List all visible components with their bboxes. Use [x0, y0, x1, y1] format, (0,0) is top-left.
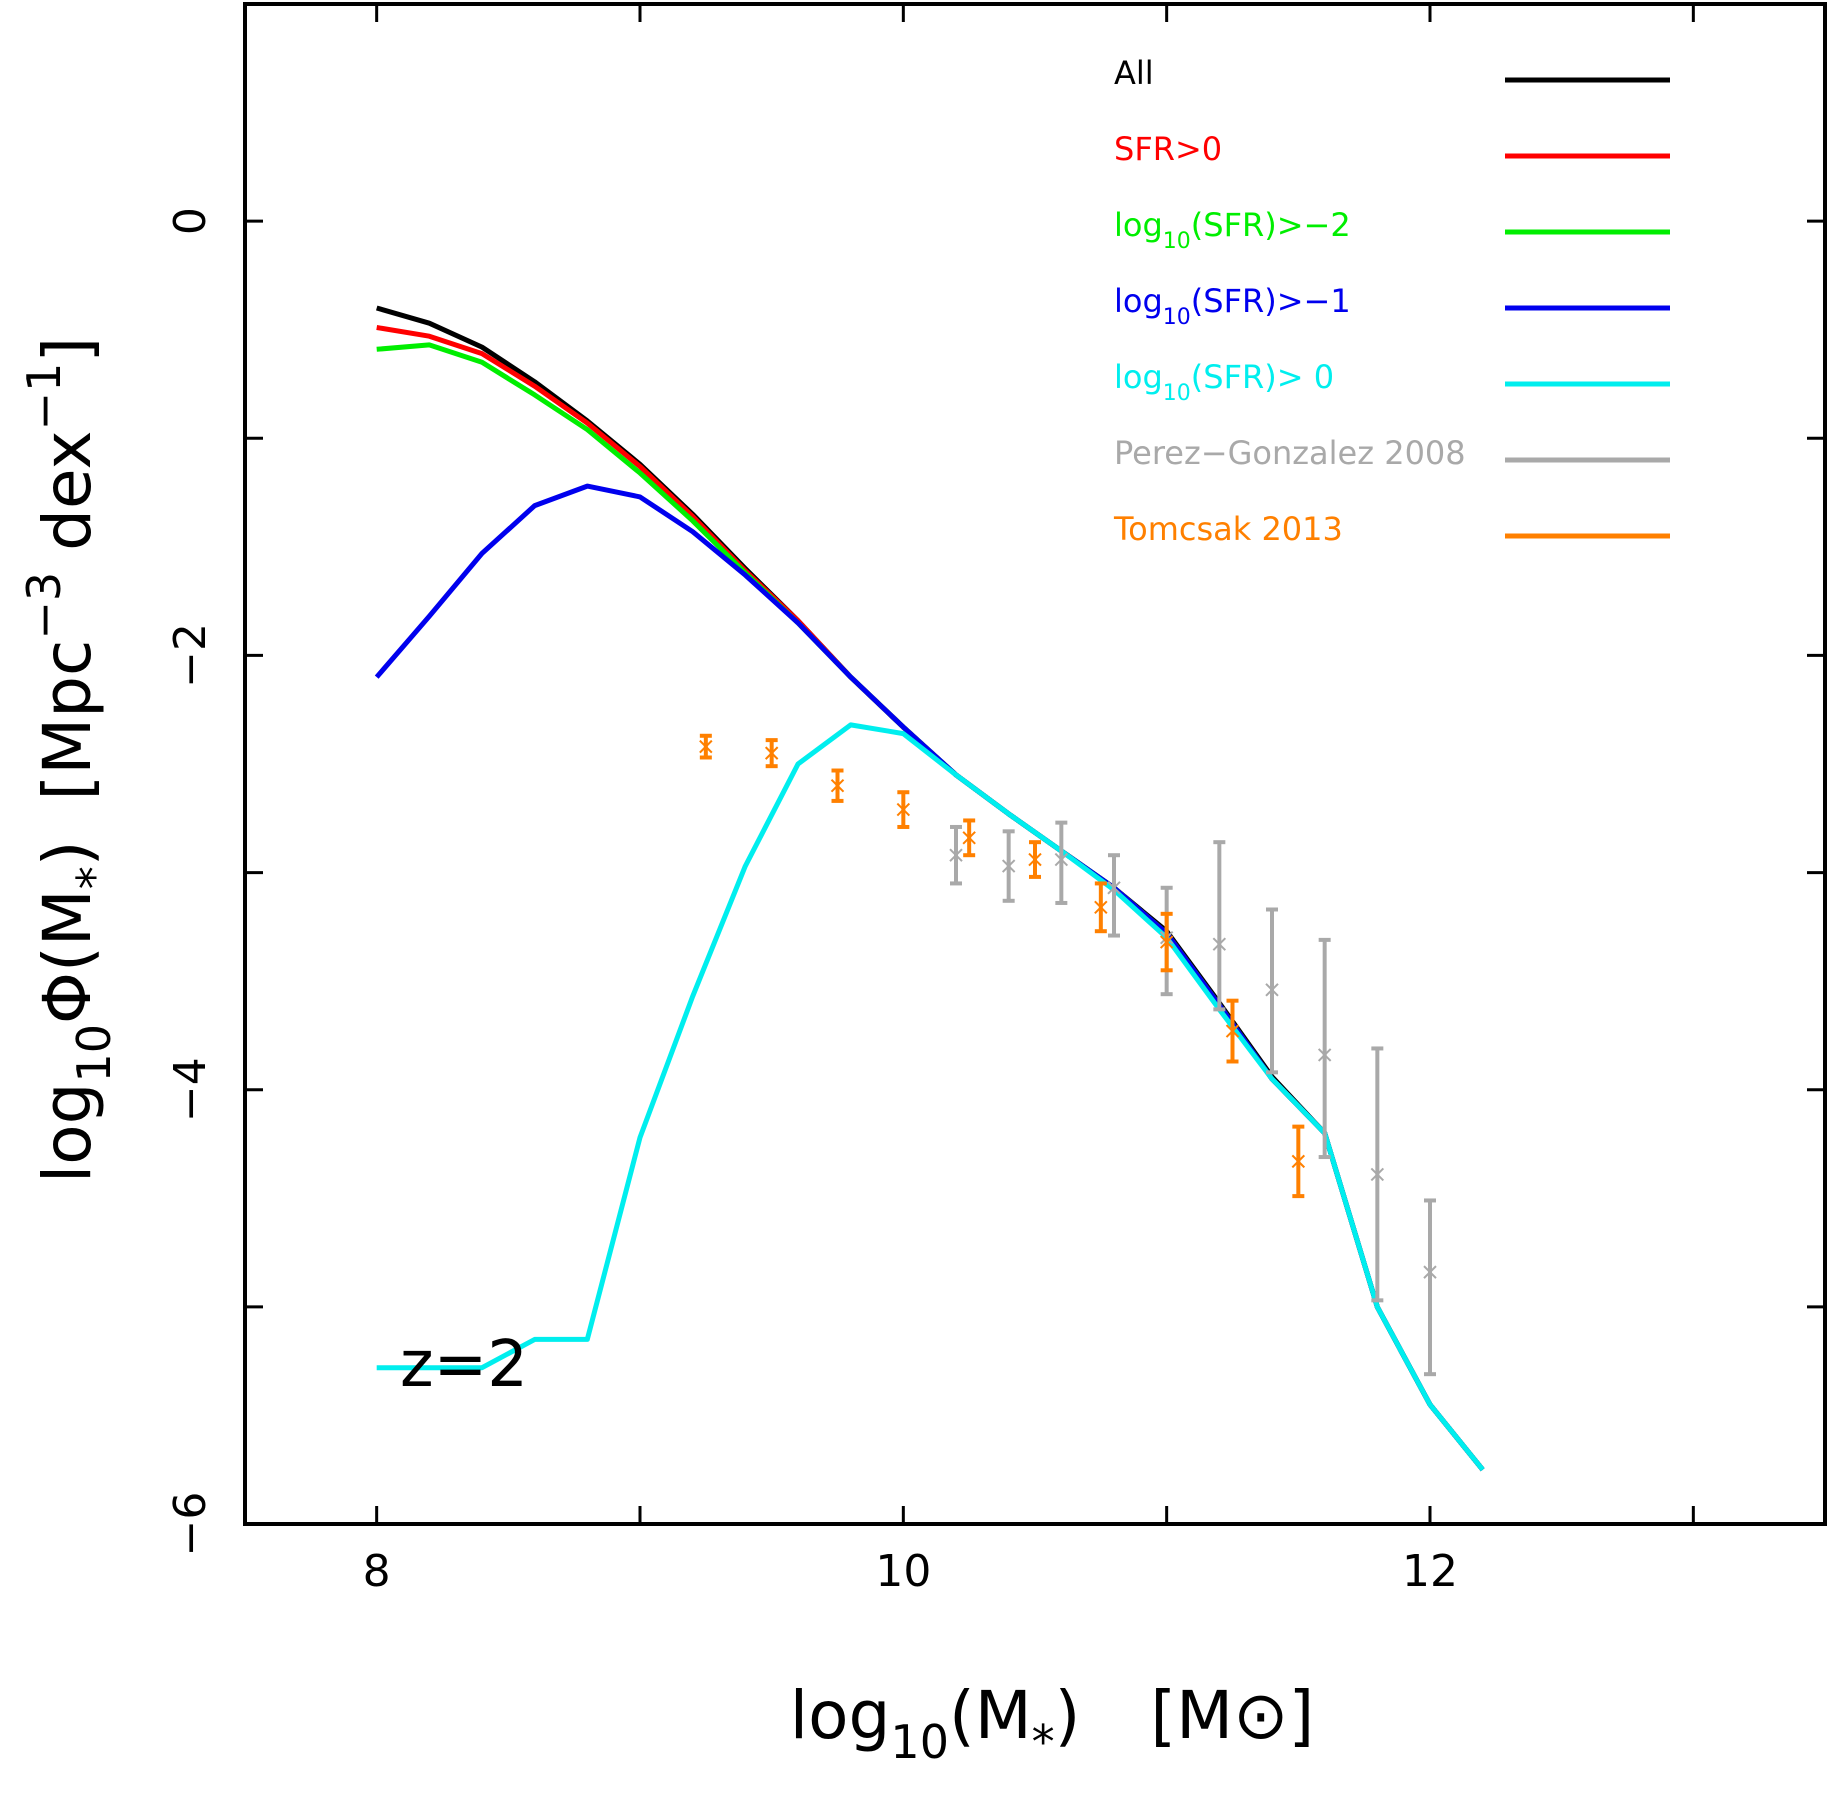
- data-marker-cross-b: [962, 831, 976, 845]
- y-axis-title-sub: 10: [67, 1024, 121, 1083]
- data-marker-cross-b: [1094, 900, 1108, 915]
- y-axis-title: log10Φ(M*) [Mpc−3 dex−1]: [17, 337, 121, 1183]
- series-layer: [374, 305, 1485, 1472]
- legend-label-log10-sfr-1: log10(SFR)>−1: [1114, 282, 1351, 330]
- legend-label-log10-sfr-2: log10(SFR)>−2: [1114, 206, 1351, 254]
- legend-label-part: (SFR)> 0: [1191, 358, 1334, 396]
- legend-label-perez-gonzalez-2008: Perez−Gonzalez 2008: [1114, 434, 1466, 472]
- y-axis-title-sup1: −3: [17, 572, 71, 640]
- errorbar-point-tomcsak-2013: [962, 818, 976, 858]
- y-axis-title-star: *: [67, 866, 121, 889]
- redshift-annotation: z=2: [400, 1328, 528, 1402]
- data-marker-cross-b: [1265, 983, 1279, 997]
- data-marker-cross-b: [1028, 852, 1042, 867]
- x-axis-title-log: log: [790, 1677, 891, 1754]
- legend-label-subscript: 10: [1163, 305, 1191, 330]
- x-axis-title-unit-close: ]: [1288, 1677, 1314, 1754]
- y-tick-label: −2: [165, 623, 216, 688]
- data-marker-cross-b: [1317, 1048, 1332, 1062]
- x-axis-title-mid: (M: [949, 1677, 1032, 1754]
- legend-label-part: (SFR)>−2: [1191, 206, 1351, 244]
- y-axis-title-close: ): [29, 841, 106, 867]
- legend: AllSFR>0log10(SFR)>−2log10(SFR)>−1log10(…: [1113, 54, 1670, 548]
- legend-label-tomcsak-2013: Tomcsak 2013: [1113, 510, 1343, 548]
- errorbar-point-tomcsak-2013: [1094, 881, 1108, 934]
- x-axis-title-unit-open: [M: [1150, 1677, 1233, 1754]
- y-tick-label: −4: [165, 1057, 216, 1122]
- x-tick-label: 12: [1402, 1546, 1458, 1597]
- errorbar-point-perez-gonzalez-2008: [949, 824, 963, 886]
- legend-label-all: All: [1114, 54, 1154, 92]
- errorbar-point-perez-gonzalez-2008: [1317, 937, 1332, 1160]
- errorbar-point-tomcsak-2013: [896, 790, 911, 829]
- legend-label-log10-sfr-0: log10(SFR)> 0: [1114, 358, 1334, 406]
- x-axis-title-close: ): [1055, 1677, 1081, 1754]
- data-marker-cross-b: [1291, 1154, 1306, 1169]
- errorbar-point-tomcsak-2013: [1225, 998, 1240, 1064]
- data-marker-cross-b: [1001, 859, 1016, 873]
- errorbar-point-tomcsak-2013: [1291, 1124, 1306, 1199]
- x-tick-label: 8: [363, 1546, 391, 1597]
- errorbar-point-perez-gonzalez-2008: [1107, 853, 1121, 938]
- errorbar-point-perez-gonzalez-2008: [1370, 1046, 1385, 1303]
- errorbar-point-perez-gonzalez-2008: [1265, 907, 1279, 1075]
- legend-label-subscript: 10: [1163, 381, 1191, 406]
- data-marker-cross-b: [1054, 852, 1069, 867]
- x-tick-label: 10: [875, 1546, 931, 1597]
- y-axis-title-mid: Φ(M: [29, 889, 106, 1024]
- legend-label-part: (SFR)>−1: [1191, 282, 1351, 320]
- x-axis-title-sub: 10: [890, 1715, 949, 1769]
- y-axis-title-log: log: [29, 1082, 106, 1183]
- y-tick-label: −6: [165, 1492, 216, 1557]
- y-axis-title-unit: [Mpc: [29, 640, 106, 801]
- data-marker-cross-b: [764, 746, 779, 760]
- data-marker-cross-b: [699, 739, 713, 754]
- errorbar-point-tomcsak-2013: [1159, 911, 1174, 973]
- data-marker-cross-b: [1212, 937, 1227, 951]
- y-axis-title-dex: dex: [29, 430, 106, 571]
- data-marker-cross-b: [1225, 1024, 1240, 1038]
- y-tick-label: 0: [165, 207, 216, 235]
- errorbar-point-perez-gonzalez-2008: [1423, 1198, 1437, 1377]
- x-axis-title-unit-symbol: ⊙: [1233, 1677, 1288, 1754]
- series-line-log10-sfr-0: [376, 722, 1485, 1472]
- errorbar-point-tomcsak-2013: [830, 768, 845, 803]
- legend-label-sfr-0: SFR>0: [1114, 130, 1222, 168]
- legend-label-part: log: [1114, 358, 1163, 396]
- tick-layer: 8 10 12 0 −2 −4 −6: [165, 4, 1825, 1597]
- legend-label-subscript: 10: [1163, 229, 1191, 254]
- x-axis-title-star: *: [1032, 1715, 1055, 1769]
- errorbar-point-tomcsak-2013: [764, 738, 779, 769]
- errorbar-layer: [699, 733, 1437, 1377]
- errorbar-point-perez-gonzalez-2008: [1212, 840, 1227, 1012]
- errorbar-point-tomcsak-2013: [699, 733, 713, 760]
- errorbar-point-perez-gonzalez-2008: [1001, 829, 1016, 903]
- data-marker-cross-b: [1107, 881, 1121, 895]
- errorbar-point-tomcsak-2013: [1028, 840, 1042, 879]
- y-axis-title-sup2: −1: [17, 363, 71, 431]
- plot-frame: [243, 2, 1827, 1526]
- x-axis-title: log10(M*) [M⊙]: [790, 1677, 1314, 1769]
- legend-label-part: log: [1114, 282, 1163, 320]
- errorbar-point-perez-gonzalez-2008: [1054, 820, 1069, 905]
- data-marker-cross-b: [896, 802, 911, 817]
- data-marker-cross-b: [1370, 1167, 1385, 1182]
- data-marker-cross-b: [949, 848, 963, 862]
- data-marker-cross-b: [830, 779, 845, 793]
- data-marker-cross-b: [1159, 935, 1174, 949]
- y-axis-title-unit-close: ]: [29, 337, 106, 363]
- data-marker-cross-b: [1423, 1265, 1437, 1279]
- legend-label-part: log: [1114, 206, 1163, 244]
